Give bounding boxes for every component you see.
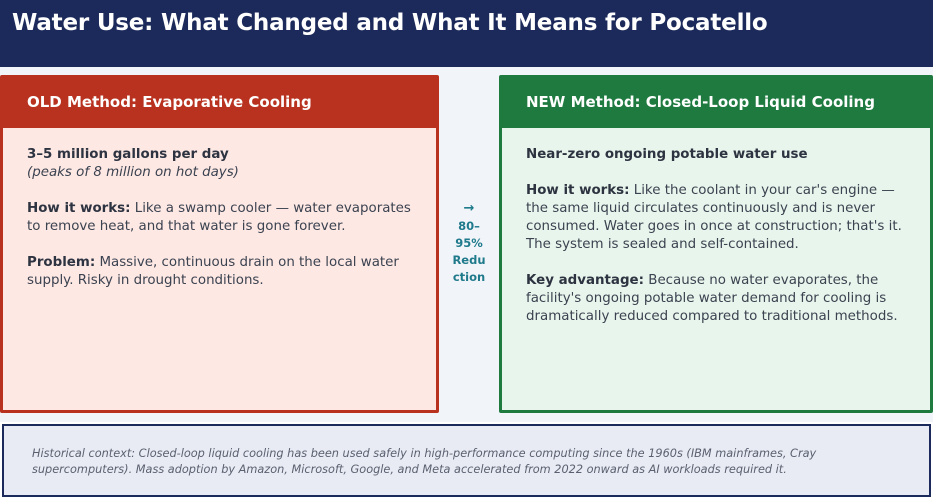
old-how-text: Like a swamp cooler — water evaporates t… bbox=[27, 201, 411, 234]
old-method-how-it-works: How it works: Like a swamp cooler — wate… bbox=[27, 200, 426, 236]
old-method-problem: Problem: Massive, continuous drain on th… bbox=[27, 254, 426, 290]
new-method-card: NEW Method: Closed-Loop Liquid Cooling N… bbox=[499, 75, 933, 413]
old-problem-text: Massive, continuous drain on the local w… bbox=[27, 255, 399, 288]
page-title: Water Use: What Changed and What It Mean… bbox=[12, 10, 768, 36]
reduction-indicator: → 80– 95% Redu ction bbox=[443, 200, 495, 286]
new-method-headline-block: Near-zero ongoing potable water use bbox=[526, 146, 920, 164]
new-method-advantage: Key advantage: Because no water evaporat… bbox=[526, 272, 920, 326]
new-how-text: Like the coolant in your car's engine — … bbox=[526, 183, 902, 252]
old-method-title: OLD Method: Evaporative Cooling bbox=[3, 78, 436, 128]
old-method-headline-block: 3–5 million gallons per day (peaks of 8 … bbox=[27, 146, 426, 182]
historical-context-box: Historical context: Closed-loop liquid c… bbox=[2, 424, 931, 497]
new-advantage-label: Key advantage: bbox=[526, 273, 644, 288]
new-method-how-it-works: How it works: Like the coolant in your c… bbox=[526, 182, 920, 254]
header-banner: Water Use: What Changed and What It Mean… bbox=[0, 0, 933, 67]
old-method-card: OLD Method: Evaporative Cooling 3–5 mill… bbox=[0, 75, 439, 413]
new-how-label: How it works: bbox=[526, 183, 630, 198]
reduction-line-4: ction bbox=[452, 270, 486, 284]
new-method-title: NEW Method: Closed-Loop Liquid Cooling bbox=[502, 78, 930, 128]
new-method-headline: Near-zero ongoing potable water use bbox=[526, 147, 808, 162]
reduction-line-3: Redu bbox=[452, 253, 486, 267]
reduction-line-2: 95% bbox=[455, 236, 483, 250]
right-arrow-icon: → bbox=[463, 201, 475, 216]
new-advantage-text: Because no water evaporates, the facilit… bbox=[526, 273, 898, 324]
reduction-line-1: 80– bbox=[458, 219, 480, 233]
old-how-label: How it works: bbox=[27, 201, 131, 216]
old-method-body: 3–5 million gallons per day (peaks of 8 … bbox=[3, 128, 436, 290]
new-method-body: Near-zero ongoing potable water use How … bbox=[502, 128, 930, 326]
old-method-subline: (peaks of 8 million on hot days) bbox=[27, 165, 239, 180]
old-method-headline: 3–5 million gallons per day bbox=[27, 147, 229, 162]
old-problem-label: Problem: bbox=[27, 255, 96, 270]
historical-context-text: Historical context: Closed-loop liquid c… bbox=[32, 447, 817, 476]
